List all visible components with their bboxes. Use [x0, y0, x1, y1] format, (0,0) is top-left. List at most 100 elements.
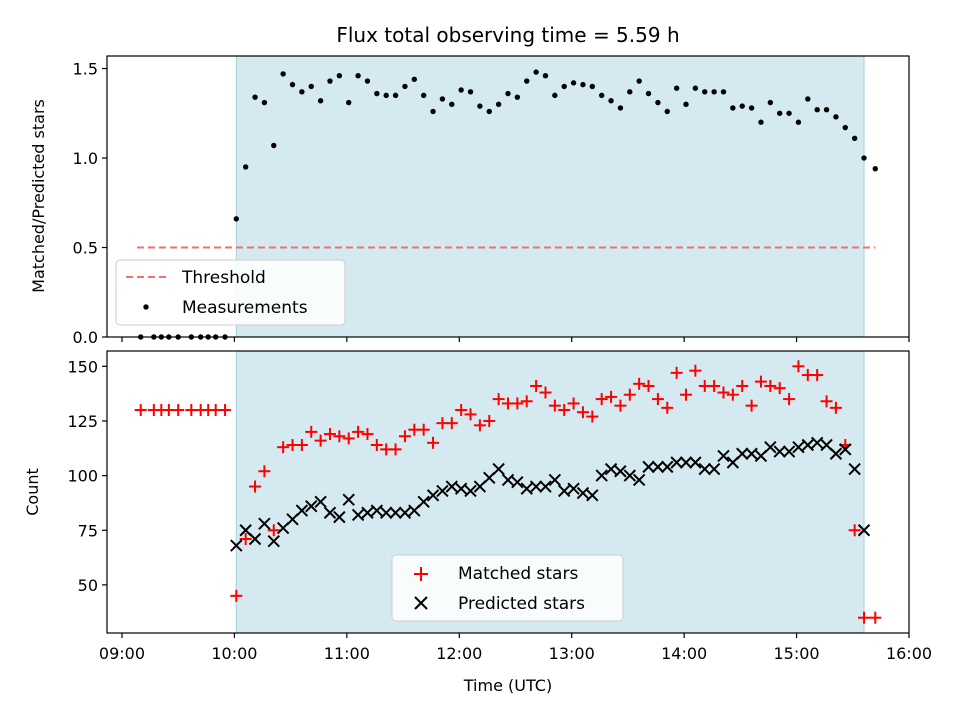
- predicted-star-point: [323, 506, 337, 519]
- y-tick-label: 75: [78, 521, 98, 540]
- legend-matched-swatch: [414, 567, 428, 581]
- x-axis-label: Time (UTC): [463, 676, 552, 695]
- predicted-star-point: [829, 447, 843, 460]
- matched-star-point: [305, 425, 318, 438]
- matched-star-point: [230, 589, 243, 602]
- x-tick-label: 16:00: [886, 644, 932, 663]
- predicted-star-point: [361, 506, 374, 519]
- measurement-point: [730, 105, 736, 111]
- measurement-point: [552, 92, 558, 99]
- matched-star-point: [708, 379, 721, 392]
- measurement-point: [420, 92, 427, 99]
- measurement-point: [355, 72, 361, 79]
- matched-star-point: [829, 401, 842, 414]
- predicted-stars-series: [230, 436, 871, 552]
- measurement-point: [823, 106, 830, 113]
- measurement-point: [692, 85, 699, 91]
- x-tick-label: 11:00: [324, 644, 370, 663]
- measurement-point: [758, 119, 764, 125]
- matched-star-point: [464, 408, 477, 421]
- matched-star-point: [352, 425, 365, 438]
- matched-star-point: [172, 404, 185, 417]
- measurement-point: [383, 92, 389, 99]
- measurement-point: [449, 101, 455, 108]
- predicted-star-point: [370, 504, 384, 517]
- predicted-star-point: [454, 482, 468, 495]
- measurement-point: [617, 105, 624, 111]
- predicted-star-point: [351, 508, 365, 522]
- x-tick-label: 15:00: [774, 644, 820, 663]
- matched-star-point: [239, 533, 252, 545]
- matched-star-point: [670, 366, 683, 379]
- predicted-star-point: [576, 486, 590, 500]
- measurement-point: [252, 94, 258, 100]
- matched-star-point: [614, 399, 627, 412]
- legend-predicted-label: Predicted stars: [458, 594, 585, 614]
- top-legend-box: [115, 259, 346, 326]
- measurement-point: [645, 90, 652, 97]
- matched-star-point: [792, 360, 805, 373]
- matched-star-point: [633, 377, 646, 390]
- predicted-star-point: [614, 465, 627, 478]
- measurement-point: [767, 99, 774, 106]
- predicted-star-point: [782, 445, 796, 458]
- legend-matched-label: Matched stars: [458, 564, 578, 584]
- measurement-point: [627, 89, 633, 95]
- matched-star-point: [869, 611, 882, 624]
- matched-star-point: [548, 399, 561, 412]
- matched-star-point: [417, 423, 430, 436]
- matched-star-point: [754, 375, 767, 388]
- bottom-legend-box: [391, 554, 624, 622]
- predicted-star-point: [464, 484, 477, 498]
- matched-star-point: [745, 399, 758, 412]
- measurement-point: [720, 89, 727, 95]
- measurement-point: [495, 101, 502, 108]
- measurement-point: [514, 94, 521, 100]
- measurement-point: [299, 89, 305, 95]
- matched-star-point: [661, 401, 674, 414]
- measurement-point: [655, 99, 661, 106]
- bottom-y-axis-label: Count: [23, 468, 42, 516]
- measurement-point: [505, 90, 511, 97]
- predicted-star-point: [670, 456, 683, 469]
- measurement-point: [636, 78, 642, 84]
- predicted-star-point: [623, 469, 637, 482]
- predicted-star-point: [258, 517, 271, 530]
- x-tick-label: 09:00: [99, 644, 145, 663]
- measurement-point: [477, 103, 483, 109]
- matched-star-point: [539, 386, 552, 399]
- predicted-star-point: [492, 462, 505, 476]
- matched-star-point: [370, 439, 383, 451]
- matched-star-point: [445, 417, 458, 430]
- y-tick-label: 0.5: [73, 239, 98, 258]
- measurement-point: [664, 108, 670, 115]
- measurement-point: [233, 216, 239, 222]
- measurement-point: [683, 101, 689, 108]
- measurement-point: [364, 78, 371, 84]
- measurement-point: [702, 89, 708, 95]
- top-x-ticks: [121, 337, 910, 342]
- chart-title: Flux total observing time = 5.59 h: [336, 23, 679, 47]
- x-tick-label: 13:00: [549, 644, 595, 663]
- measurement-point: [533, 69, 539, 75]
- matched-star-point: [576, 406, 589, 419]
- measurement-point: [561, 83, 567, 90]
- measurement-point: [861, 155, 867, 161]
- predicted-star-point: [417, 495, 430, 509]
- matched-star-point: [717, 386, 730, 399]
- measurement-point: [430, 108, 436, 115]
- bottom-axes-frame: [106, 350, 910, 634]
- measurement-point: [805, 96, 811, 102]
- x-tick-label: 12:00: [436, 644, 482, 663]
- matched-star-point: [783, 393, 796, 406]
- matched-star-point: [511, 397, 524, 410]
- bottom-x-ticks: 09:00 10:00 11:00 12:00 13:00 14:00 15:00 16:00: [99, 633, 932, 663]
- y-tick-label: 0.0: [73, 328, 98, 347]
- matched-star-point: [277, 441, 290, 454]
- measurement-point: [842, 124, 848, 131]
- matched-star-point: [773, 382, 786, 395]
- legend-threshold-label: Threshold: [181, 268, 266, 288]
- matched-star-point: [134, 404, 147, 417]
- matched-star-point: [323, 428, 336, 441]
- predicted-star-point: [267, 534, 280, 548]
